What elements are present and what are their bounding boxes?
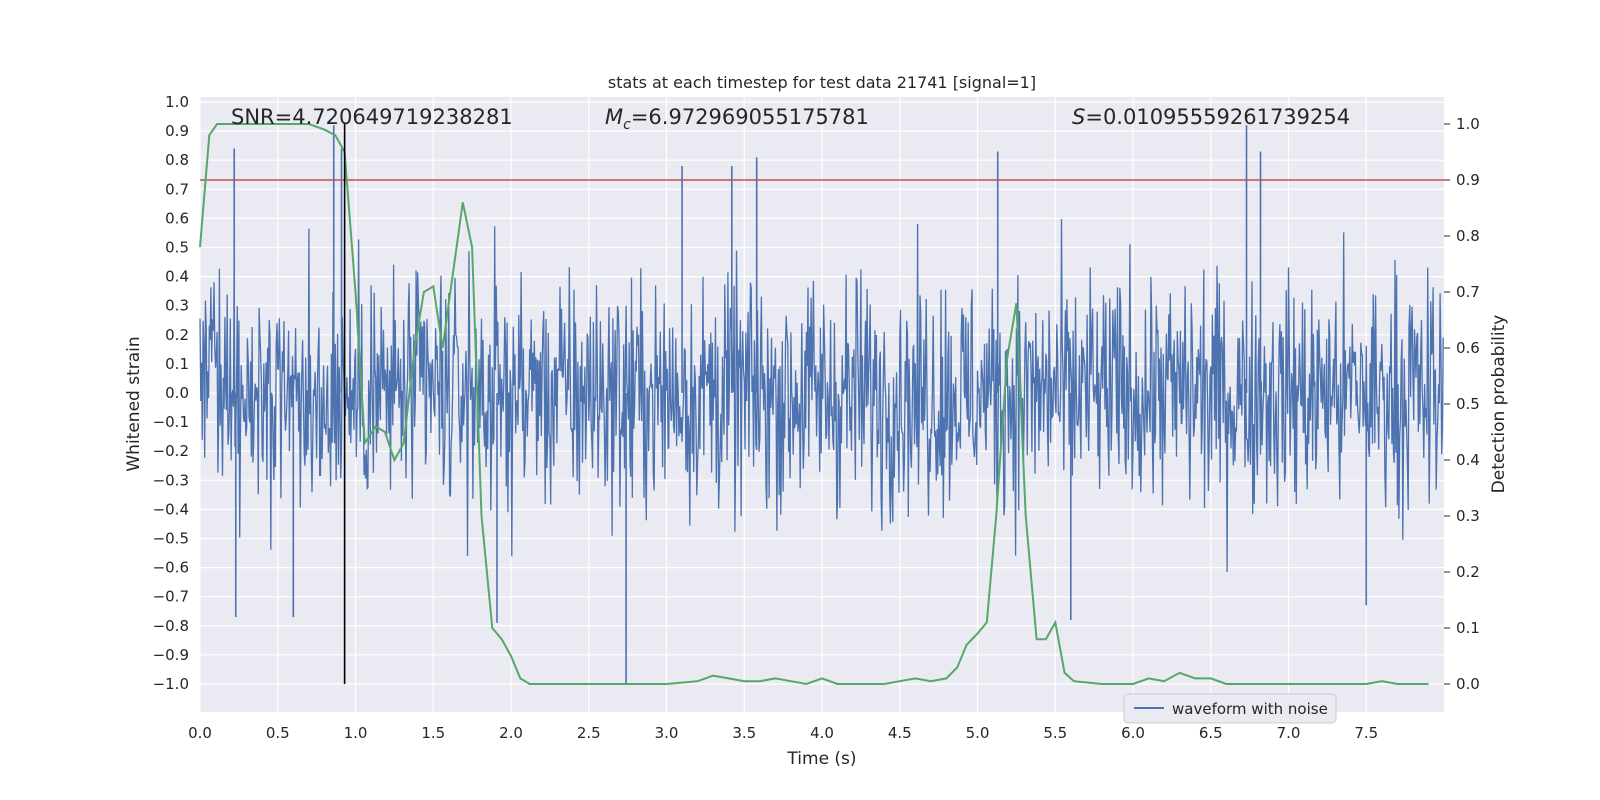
x-tick-label: 4.0 <box>810 724 834 742</box>
y-tick-label: −0.1 <box>153 413 189 431</box>
x-tick-label: 0.5 <box>266 724 290 742</box>
y2-tick-label: 0.7 <box>1456 283 1480 301</box>
legend: waveform with noise <box>1123 693 1337 724</box>
gridlines <box>199 97 1444 712</box>
s-symbol: S <box>1072 105 1085 129</box>
legend-label: waveform with noise <box>1172 700 1328 718</box>
x-tick-label: 0.0 <box>188 724 212 742</box>
y2-axis-ticks: 1.0 0.9 0.8 0.7 0.6 0.5 0.4 0.3 0.2 0.1 0.0 <box>1444 115 1480 693</box>
x-axis-label: Time (s) <box>786 749 856 769</box>
waveform-series <box>199 125 1444 684</box>
y-tick-label: −0.9 <box>153 646 189 664</box>
y-tick-label: −0.5 <box>153 530 189 548</box>
y-tick-label: 0.2 <box>165 326 189 344</box>
y2-tick-label: 0.8 <box>1456 227 1480 245</box>
y2-tick-label: 0.4 <box>1456 451 1480 469</box>
y2-tick-label: 1.0 <box>1456 115 1480 133</box>
s-annotation: S=0.01095559261739254 <box>1072 105 1350 129</box>
y-tick-label: −0.4 <box>153 500 189 518</box>
y2-tick-label: 0.9 <box>1456 171 1480 189</box>
y-tick-label: −1.0 <box>153 675 189 693</box>
y-tick-label: 0.7 <box>165 180 189 198</box>
y2-tick-label: 0.5 <box>1456 395 1480 413</box>
y-tick-label: −0.3 <box>153 471 189 489</box>
detection-probability-line <box>199 123 1429 686</box>
y-tick-label: −0.2 <box>153 442 189 460</box>
y-tick-label: 0.6 <box>165 209 189 227</box>
x-tick-label: 6.5 <box>1199 724 1223 742</box>
chirp-mass-subscript: c <box>623 117 631 133</box>
snr-annotation: SNR=4.720649719238281 <box>231 105 513 129</box>
y2-tick-label: 0.0 <box>1456 675 1480 693</box>
x-axis-ticks: 0.0 0.5 1.0 1.5 2.0 2.5 3.0 3.5 4.0 4.5 5.0 5.5 6.0 6… <box>188 724 1378 742</box>
x-tick-label: 6.0 <box>1121 724 1145 742</box>
y2-tick-label: 0.3 <box>1456 507 1480 525</box>
x-tick-label: 3.0 <box>655 724 679 742</box>
y-tick-label: 0.8 <box>165 151 189 169</box>
x-tick-label: 2.5 <box>577 724 601 742</box>
y-axis-ticks: 1.0 0.9 0.8 0.7 0.6 0.5 0.4 0.3 0.2 0.1 0.0 −0.1 −0.… <box>153 93 189 693</box>
y-tick-label: −0.8 <box>153 617 189 635</box>
y2-tick-label: 0.2 <box>1456 563 1480 581</box>
y-tick-label: 0.4 <box>165 268 189 286</box>
waveform-trace <box>199 219 1444 573</box>
y-tick-label: 0.5 <box>165 239 189 257</box>
y-tick-label: 0.0 <box>165 384 189 402</box>
x-tick-label: 5.0 <box>966 724 990 742</box>
y-tick-label: −0.6 <box>153 559 189 577</box>
x-tick-label: 3.5 <box>732 724 756 742</box>
y-axis-label: Whitened strain <box>124 336 144 471</box>
x-tick-label: 4.5 <box>888 724 912 742</box>
y2-tick-label: 0.1 <box>1456 619 1480 637</box>
y-tick-label: 0.9 <box>165 122 189 140</box>
x-tick-label: 1.5 <box>421 724 445 742</box>
x-tick-label: 2.0 <box>499 724 523 742</box>
y-tick-label: 0.1 <box>165 355 189 373</box>
chart-title: stats at each timestep for test data 217… <box>608 73 1036 92</box>
y-tick-label: 0.3 <box>165 297 189 315</box>
chirp-mass-annotation: Mc=6.972969055175781 <box>605 105 869 133</box>
x-tick-label: 7.0 <box>1277 724 1301 742</box>
chirp-mass-value: =6.972969055175781 <box>631 105 869 129</box>
x-tick-label: 7.5 <box>1354 724 1378 742</box>
y-tick-label: −0.7 <box>153 588 189 606</box>
y2-axis-label: Detection probability <box>1489 315 1509 494</box>
legend-box <box>1123 693 1337 724</box>
y2-tick-label: 0.6 <box>1456 339 1480 357</box>
x-tick-label: 5.5 <box>1043 724 1067 742</box>
x-tick-label: 1.0 <box>344 724 368 742</box>
s-value: =0.01095559261739254 <box>1085 105 1350 129</box>
y-tick-label: 1.0 <box>165 93 189 111</box>
chirp-mass-symbol: M <box>605 105 623 129</box>
